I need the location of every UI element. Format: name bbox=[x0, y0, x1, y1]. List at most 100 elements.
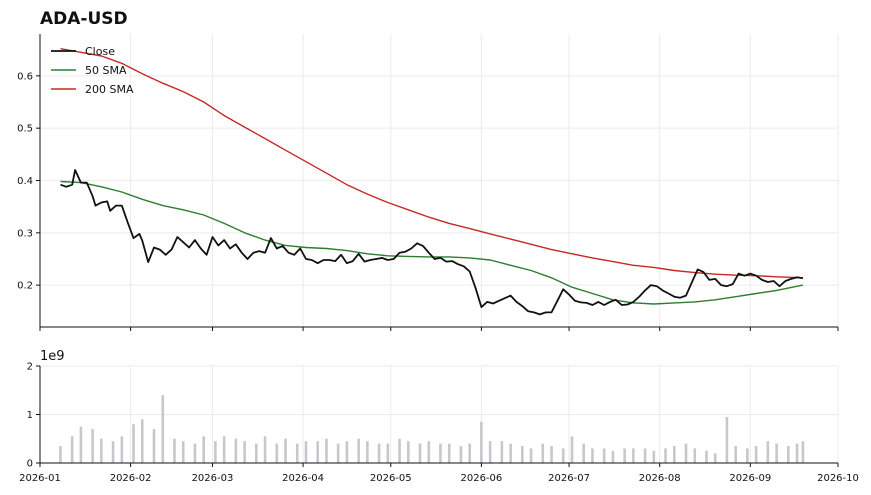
volume-bar bbox=[693, 448, 697, 463]
volume-bar bbox=[377, 443, 381, 463]
volume-bar bbox=[418, 443, 422, 463]
volume-y-ticks: 0 1 2 bbox=[27, 362, 33, 470]
volume-bar bbox=[570, 436, 574, 463]
x-tick-label: 2026-02 bbox=[110, 473, 152, 484]
volume-bar bbox=[582, 443, 585, 463]
volume-bar bbox=[787, 446, 790, 463]
volume-bar bbox=[521, 446, 524, 463]
volume-bar bbox=[541, 443, 545, 463]
x-tick-label: 2026-05 bbox=[370, 473, 412, 484]
volume-axes bbox=[36, 365, 839, 467]
volume-bar bbox=[202, 436, 205, 463]
legend-label: Close bbox=[85, 45, 115, 58]
volume-bar bbox=[754, 446, 758, 463]
volume-bar bbox=[263, 436, 267, 463]
volume-multiplier-label: 1e9 bbox=[40, 349, 65, 364]
volume-bar bbox=[161, 395, 165, 463]
volume-bar bbox=[141, 419, 144, 463]
x-tick-label: 2026-06 bbox=[460, 473, 502, 484]
x-tick-label: 2026-04 bbox=[282, 473, 324, 484]
close-line bbox=[60, 169, 804, 316]
volume-bar bbox=[713, 453, 717, 463]
volume-bar bbox=[284, 438, 287, 463]
volume-bar bbox=[766, 441, 770, 463]
volume-bar bbox=[386, 443, 390, 463]
volume-bar bbox=[366, 441, 369, 463]
volume-bar bbox=[152, 429, 156, 463]
volume-bar bbox=[304, 441, 308, 463]
volume-bar bbox=[398, 438, 401, 463]
x-axis-ticks: 2026-01 2026-02 2026-03 2026-04 2026-05 2026-… bbox=[19, 473, 859, 484]
sma50-line bbox=[60, 180, 804, 305]
price-grid bbox=[39, 34, 839, 327]
volume-bar bbox=[611, 450, 615, 463]
x-tick-label: 2026-01 bbox=[19, 473, 61, 484]
volume-bar bbox=[480, 421, 483, 463]
x-tick-label: 2026-09 bbox=[729, 473, 771, 484]
sma200-line bbox=[60, 48, 803, 279]
volume-grid bbox=[39, 365, 839, 464]
volume-bar bbox=[561, 448, 565, 463]
volume-bar bbox=[673, 446, 676, 463]
price-y-tick-label: 0.3 bbox=[17, 228, 33, 239]
volume-bar bbox=[427, 441, 431, 463]
volume-y-tick-label: 0 bbox=[27, 459, 33, 470]
volume-y-tick-label: 2 bbox=[27, 362, 33, 373]
legend-label: 200 SMA bbox=[85, 83, 134, 96]
volume-bar bbox=[407, 441, 410, 463]
volume-bar bbox=[643, 448, 647, 463]
price-y-ticks: 0.2 0.3 0.4 0.5 0.6 bbox=[17, 71, 33, 291]
volume-bar bbox=[120, 436, 124, 463]
volume-bars bbox=[59, 395, 805, 463]
volume-bar bbox=[705, 450, 708, 463]
volume-bar bbox=[132, 424, 135, 463]
volume-bar bbox=[509, 443, 512, 463]
price-y-tick-label: 0.4 bbox=[17, 176, 33, 187]
volume-bar bbox=[488, 441, 492, 463]
volume-bar bbox=[775, 443, 778, 463]
volume-bar bbox=[529, 448, 533, 463]
volume-bar bbox=[725, 416, 729, 463]
volume-bar bbox=[214, 441, 217, 463]
volume-y-tick-label: 1 bbox=[27, 410, 33, 421]
volume-bar bbox=[173, 438, 176, 463]
volume-bar bbox=[550, 446, 553, 463]
volume-bar bbox=[316, 441, 319, 463]
volume-bar bbox=[59, 446, 62, 463]
volume-bar bbox=[591, 448, 594, 463]
volume-bar bbox=[275, 443, 279, 463]
volume-panel: 012 2026-01 2026-02 2026-03 2026-04 2026-05 2… bbox=[19, 349, 859, 484]
volume-bar bbox=[79, 426, 83, 463]
volume-bar bbox=[243, 441, 246, 463]
price-y-tick-label: 0.5 bbox=[17, 124, 33, 135]
price-y-tick-label: 0.2 bbox=[17, 281, 33, 292]
volume-bar bbox=[336, 443, 340, 463]
volume-bar bbox=[255, 443, 258, 463]
volume-bar bbox=[623, 448, 626, 463]
legend: Close 50 SMA 200 SMA bbox=[51, 45, 134, 96]
volume-bar bbox=[734, 446, 737, 463]
chart-title: ADA-USD bbox=[40, 9, 128, 29]
volume-bar bbox=[602, 448, 606, 463]
volume-bar bbox=[664, 448, 667, 463]
price-axes bbox=[36, 34, 839, 331]
volume-bar bbox=[468, 443, 471, 463]
volume-bar bbox=[100, 438, 103, 463]
volume-bar bbox=[222, 436, 226, 463]
volume-bar bbox=[357, 438, 360, 463]
volume-bar bbox=[295, 443, 299, 463]
volume-bar bbox=[447, 443, 451, 463]
volume-bar bbox=[91, 429, 94, 463]
legend-label: 50 SMA bbox=[85, 64, 127, 77]
volume-bar bbox=[795, 443, 799, 463]
volume-bar bbox=[746, 448, 749, 463]
volume-bar bbox=[111, 441, 115, 463]
x-tick-label: 2026-03 bbox=[192, 473, 234, 484]
x-tick-label: 2026-07 bbox=[548, 473, 590, 484]
volume-bar bbox=[459, 446, 463, 463]
volume-bar bbox=[801, 441, 805, 463]
x-tick-label: 2026-08 bbox=[639, 473, 681, 484]
volume-bar bbox=[500, 441, 504, 463]
price-panel: 0.2 0.3 0.4 0.5 0.6 Close 50 SMA 200 SMA bbox=[17, 34, 839, 331]
